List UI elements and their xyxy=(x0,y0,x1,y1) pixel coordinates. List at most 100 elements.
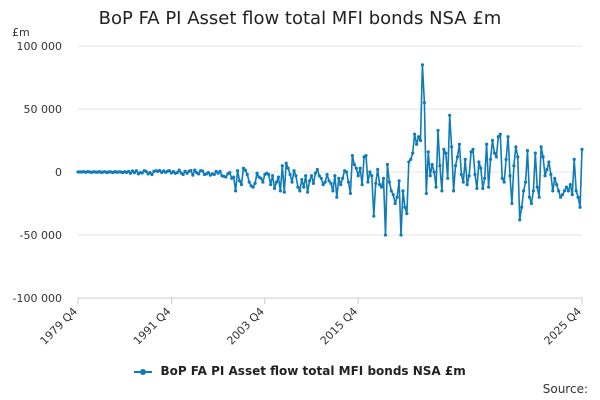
data-point[interactable] xyxy=(276,175,281,179)
data-point[interactable] xyxy=(272,186,277,190)
data-point[interactable] xyxy=(533,151,537,155)
data-point[interactable] xyxy=(206,171,210,175)
data-point[interactable] xyxy=(197,172,201,176)
data-point[interactable] xyxy=(539,145,543,149)
data-point[interactable] xyxy=(218,169,222,173)
data-point[interactable] xyxy=(234,189,238,193)
data-point[interactable] xyxy=(385,162,390,167)
data-point[interactable] xyxy=(422,101,426,105)
data-point[interactable] xyxy=(467,174,471,178)
legend[interactable]: BoP FA PI Asset flow total MFI bonds NSA… xyxy=(0,364,600,378)
data-point[interactable] xyxy=(327,179,331,183)
data-point[interactable] xyxy=(315,167,319,172)
data-point[interactable] xyxy=(450,145,454,149)
data-point[interactable] xyxy=(506,135,510,139)
data-point[interactable] xyxy=(319,176,323,180)
data-point[interactable] xyxy=(286,166,290,170)
data-point[interactable] xyxy=(488,157,493,161)
data-point[interactable] xyxy=(401,189,405,193)
data-point[interactable] xyxy=(490,138,495,143)
data-point[interactable] xyxy=(403,205,407,209)
data-point[interactable] xyxy=(239,183,244,187)
data-point[interactable] xyxy=(270,174,275,178)
data-point[interactable] xyxy=(504,157,508,161)
data-point[interactable] xyxy=(399,233,403,237)
data-point[interactable] xyxy=(140,171,144,175)
data-point[interactable] xyxy=(481,186,485,190)
data-point[interactable] xyxy=(560,193,565,197)
data-point[interactable] xyxy=(440,189,444,193)
data-point[interactable] xyxy=(284,161,288,165)
data-point[interactable] xyxy=(387,180,391,184)
data-point[interactable] xyxy=(300,177,304,182)
data-point[interactable] xyxy=(150,172,154,177)
data-point[interactable] xyxy=(483,176,487,180)
data-point[interactable] xyxy=(510,201,514,206)
data-point[interactable] xyxy=(547,160,551,164)
data-point[interactable] xyxy=(290,180,294,184)
data-point[interactable] xyxy=(247,180,251,184)
data-point[interactable] xyxy=(496,135,500,139)
data-point[interactable] xyxy=(428,174,432,178)
data-point[interactable] xyxy=(354,166,358,170)
data-point[interactable] xyxy=(461,180,465,184)
data-point[interactable] xyxy=(251,185,255,189)
data-point[interactable] xyxy=(128,171,133,175)
data-point[interactable] xyxy=(379,185,384,189)
data-point[interactable] xyxy=(245,172,249,177)
data-point[interactable] xyxy=(255,171,259,175)
data-point[interactable] xyxy=(434,185,438,189)
data-point[interactable] xyxy=(167,169,172,173)
data-point[interactable] xyxy=(416,135,421,139)
data-point[interactable] xyxy=(189,168,193,173)
data-point[interactable] xyxy=(348,191,353,196)
data-point[interactable] xyxy=(391,193,395,197)
data-point[interactable] xyxy=(551,189,555,193)
data-point[interactable] xyxy=(432,170,436,174)
data-point[interactable] xyxy=(444,151,448,155)
data-point[interactable] xyxy=(424,191,428,196)
data-point[interactable] xyxy=(492,151,497,155)
data-point[interactable] xyxy=(337,176,341,180)
data-point[interactable] xyxy=(523,180,528,184)
data-point[interactable] xyxy=(411,151,415,155)
data-point[interactable] xyxy=(237,179,242,183)
data-point[interactable] xyxy=(298,189,302,193)
data-point[interactable] xyxy=(321,183,325,187)
data-point[interactable] xyxy=(274,180,279,184)
data-point[interactable] xyxy=(564,185,569,189)
data-point[interactable] xyxy=(455,155,460,159)
data-point[interactable] xyxy=(442,147,446,151)
data-point[interactable] xyxy=(224,175,228,179)
data-point[interactable] xyxy=(393,201,397,206)
data-point[interactable] xyxy=(430,162,434,167)
data-point[interactable] xyxy=(566,189,570,193)
data-point[interactable] xyxy=(364,154,368,158)
data-point[interactable] xyxy=(502,180,506,184)
data-point[interactable] xyxy=(374,181,378,185)
data-point[interactable] xyxy=(578,205,582,209)
data-point[interactable] xyxy=(448,113,452,117)
data-point[interactable] xyxy=(335,195,339,199)
data-point[interactable] xyxy=(498,132,502,136)
data-point[interactable] xyxy=(333,174,337,178)
data-point[interactable] xyxy=(323,180,327,184)
data-point[interactable] xyxy=(368,170,372,174)
data-point[interactable] xyxy=(395,195,399,199)
data-point[interactable] xyxy=(576,195,580,199)
data-point[interactable] xyxy=(381,176,386,180)
data-point[interactable] xyxy=(175,171,179,175)
data-point[interactable] xyxy=(325,172,329,177)
data-point[interactable] xyxy=(309,174,314,178)
data-point[interactable] xyxy=(512,164,516,168)
data-point[interactable] xyxy=(413,132,417,136)
data-point[interactable] xyxy=(307,179,312,183)
data-point[interactable] xyxy=(522,189,526,193)
data-point[interactable] xyxy=(232,175,236,179)
data-point[interactable] xyxy=(389,189,393,193)
data-point[interactable] xyxy=(531,189,535,193)
data-point[interactable] xyxy=(525,148,530,153)
data-point[interactable] xyxy=(288,172,292,177)
data-point[interactable] xyxy=(350,154,354,158)
data-point[interactable] xyxy=(537,195,541,199)
